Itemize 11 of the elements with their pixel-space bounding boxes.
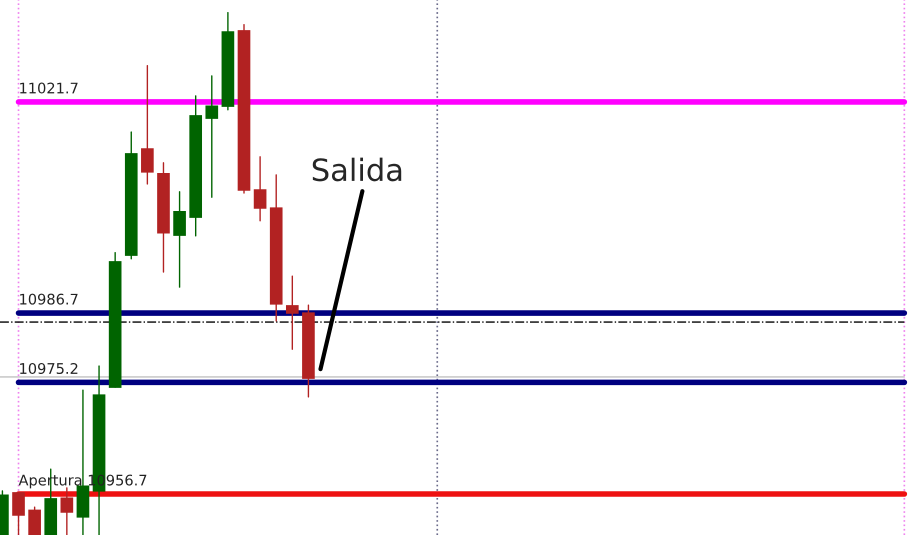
annotation: Salida bbox=[312, 158, 402, 182]
candlestick bbox=[141, 65, 154, 185]
ref-line-label: 11021.7 bbox=[20, 82, 78, 94]
candlestick bbox=[12, 492, 25, 535]
candlestick bbox=[286, 276, 299, 350]
ref-line-label: 10975.2 bbox=[20, 362, 78, 374]
candlestick bbox=[254, 156, 266, 222]
ref-line-label: 10986.7 bbox=[20, 294, 78, 305]
candlestick bbox=[205, 75, 218, 198]
candlestick bbox=[173, 191, 186, 288]
candlestick bbox=[60, 487, 74, 535]
